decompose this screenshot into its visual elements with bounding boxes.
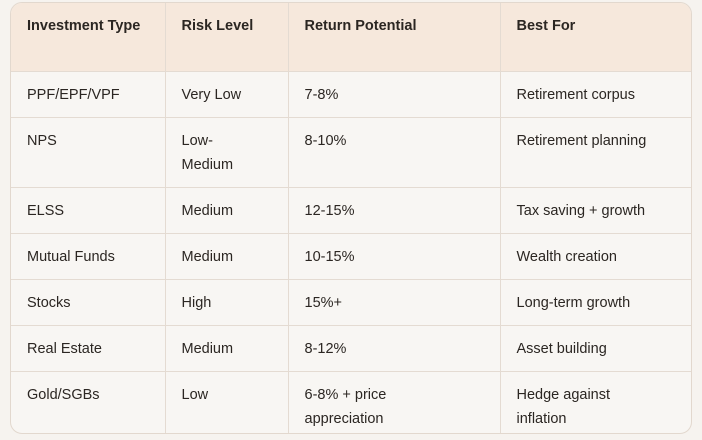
cell: 12-15% bbox=[288, 187, 501, 234]
header-return-potential: Return Potential bbox=[288, 3, 501, 72]
cell: 7-8% bbox=[288, 71, 501, 118]
cell: Very Low bbox=[165, 71, 289, 118]
investment-table: Investment Type Risk Level Return Potent… bbox=[11, 3, 691, 433]
table-header-row: Investment Type Risk Level Return Potent… bbox=[11, 3, 691, 72]
cell: Wealth creation bbox=[500, 233, 691, 280]
cell: NPS bbox=[11, 117, 166, 188]
cell: Asset building bbox=[500, 325, 691, 372]
cell: Low-Medium bbox=[165, 117, 289, 188]
cell: Hedge against inflation bbox=[516, 387, 611, 427]
cell: Retirement planning bbox=[500, 117, 691, 188]
header-investment-type: Investment Type bbox=[11, 3, 166, 72]
table-row: PPF/EPF/VPF Very Low 7-8% Retirement cor… bbox=[11, 71, 691, 118]
table-row: ELSS Medium 12-15% Tax saving + growth bbox=[11, 187, 691, 234]
cell: Medium bbox=[165, 233, 289, 280]
cell: Medium bbox=[165, 187, 289, 234]
table-row: Stocks High 15%+ Long-term growth bbox=[11, 279, 691, 326]
cell: Medium bbox=[165, 325, 289, 372]
table-row: Gold/SGBs Low 6-8% + price appreciation … bbox=[11, 371, 691, 433]
cell: Real Estate bbox=[11, 325, 166, 372]
table-row: Real Estate Medium 8-12% Asset building bbox=[11, 325, 691, 372]
cell: ELSS bbox=[11, 187, 166, 234]
header-risk-level: Risk Level bbox=[165, 3, 289, 72]
cell: Low bbox=[165, 371, 289, 433]
table-row: Mutual Funds Medium 10-15% Wealth creati… bbox=[11, 233, 691, 280]
cell: Retirement corpus bbox=[500, 71, 691, 118]
cell: 6-8% + price appreciation bbox=[288, 371, 501, 433]
cell: Mutual Funds bbox=[11, 233, 166, 280]
table-row: NPS Low-Medium 8-10% Retirement planning bbox=[11, 117, 691, 188]
cell: High bbox=[165, 279, 289, 326]
cell: 10-15% bbox=[288, 233, 501, 280]
cell: PPF/EPF/VPF bbox=[11, 71, 166, 118]
cell: Gold/SGBs bbox=[11, 371, 166, 433]
header-best-for: Best For bbox=[500, 3, 691, 72]
cell: 8-12% bbox=[288, 325, 501, 372]
cell: Tax saving + growth bbox=[500, 187, 691, 234]
cell: Stocks bbox=[11, 279, 166, 326]
cell: Long-term growth bbox=[500, 279, 691, 326]
cell: 15%+ bbox=[288, 279, 501, 326]
investment-table-container: Investment Type Risk Level Return Potent… bbox=[10, 2, 692, 434]
cell: 8-10% bbox=[288, 117, 501, 188]
